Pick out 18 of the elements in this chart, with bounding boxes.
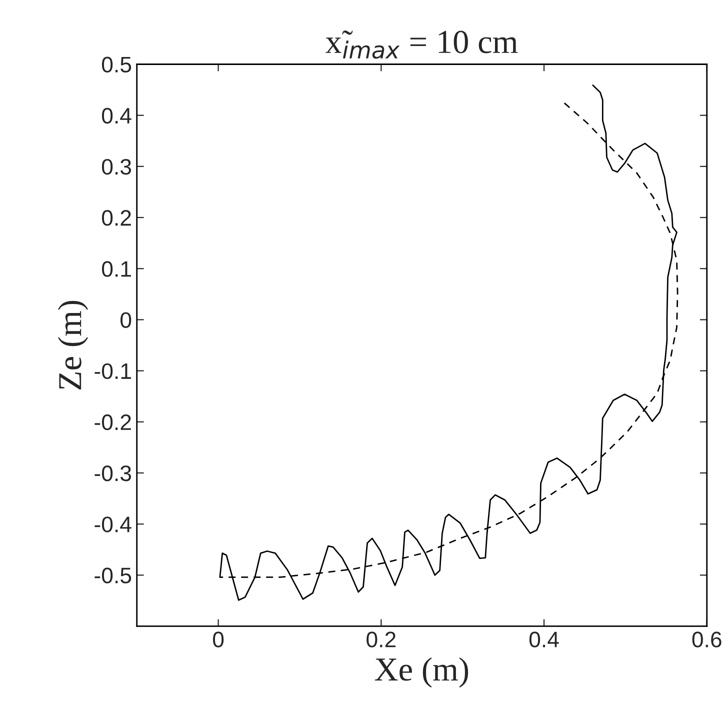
y-tick-label: 0 — [120, 312, 132, 328]
y-tick-label: -0.2 — [94, 414, 131, 430]
x-axis-title: Xe (m) — [374, 657, 468, 688]
x-tick-label: 0.4 — [529, 632, 559, 648]
y-tick-label: -0.4 — [94, 516, 132, 532]
y-tick-label: 0.1 — [102, 261, 131, 277]
chart-title: x̃$_{imax}$ = 10 cm — [326, 30, 518, 59]
y-tick-label: 0.4 — [102, 108, 132, 124]
y-axis-title: Ze (m) — [58, 300, 88, 390]
y-tick-label: 0.3 — [102, 158, 132, 175]
y-tick-label: -0.5 — [94, 568, 132, 584]
x-tick-label: 0.6 — [692, 632, 722, 648]
y-tick-label: 0.5 — [102, 56, 132, 73]
y-tick-label: -0.1 — [94, 363, 131, 380]
y-tick-label: -0.3 — [94, 465, 132, 482]
y-tick-label: 0.2 — [102, 210, 131, 226]
x-tick-label: 0 — [212, 632, 224, 648]
x-tick-label: 0.2 — [366, 632, 396, 648]
